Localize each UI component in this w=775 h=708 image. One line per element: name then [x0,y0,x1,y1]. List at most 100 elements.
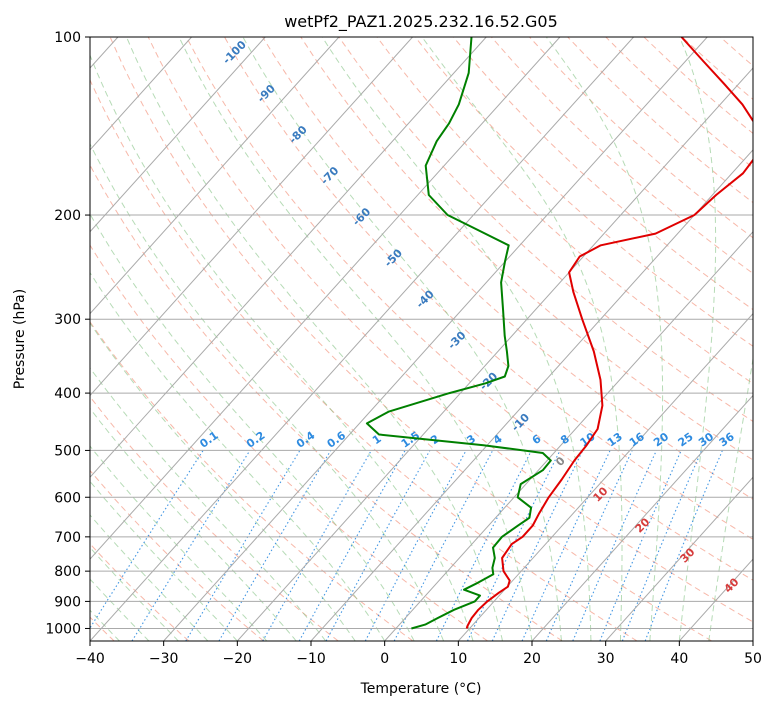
y-tick-label: 800 [54,564,81,580]
isotherm-gridline [457,312,753,641]
mixing-ratio-line [131,450,251,641]
dry-adiabat-line [90,164,563,641]
x-tick-label: 0 [380,651,389,667]
isotherm-gridline [90,37,266,233]
mixing-ratio-line [262,450,372,641]
dry-adiabat-label: -100 [220,38,249,67]
mixing-ratio-line [467,450,561,641]
isotherm-gridline [605,476,753,641]
x-tick-label: 50 [744,651,762,667]
moist-adiabat-line [421,37,623,641]
isotherm-gridline [384,230,753,641]
mixing-ratio-label: 0.1 [197,429,220,451]
dry-adiabat-line [262,37,753,500]
y-tick-label: 100 [54,30,81,46]
dry-adiabats [90,37,753,641]
x-tick-label: 20 [523,651,541,667]
x-axis-ticks: −40 −30 −20 −10 0 10 20 30 40 50 [75,641,762,667]
x-tick-label: 10 [449,651,467,667]
dry-adiabat-label: -50 [382,246,405,269]
mixing-ratio-label: 25 [676,430,696,449]
dry-adiabat-line [719,37,753,67]
moist-adiabat-line [178,37,533,641]
mixing-ratio-line [435,450,532,641]
dewpoint-profile-line [365,37,552,630]
dry-adiabat-line [567,37,753,204]
moist-adiabat-line [90,142,445,641]
isotherm-gridline [90,37,561,560]
plot-frame [89,36,754,642]
dry-adiabat-line [90,321,414,641]
y-tick-label: 400 [54,386,81,402]
moist-adiabat-line [90,514,209,641]
dry-adiabat-label: -10 [509,411,532,434]
moist-adiabat-line [321,37,592,641]
dry-adiabat-line [529,37,753,239]
dry-adiabat-line [376,37,753,385]
mixing-ratio-line [393,450,494,641]
moist-adiabat-line [708,355,753,641]
mixing-ratio-lines [90,450,723,641]
moist-adiabat-line [90,53,474,641]
mixing-ratio-label: 13 [605,430,625,449]
y-tick-label: 600 [54,490,81,506]
dry-adiabat-line [90,244,488,641]
moist-adiabat-label: 20 [633,515,653,535]
moist-adiabat-label: 30 [678,545,698,565]
mixing-ratio-label: 30 [696,430,716,450]
dry-adiabat-label: -90 [255,82,278,105]
isotherm-gridline [752,640,753,641]
dry-adiabat-label: -60 [350,205,373,228]
dry-adiabat-line [147,37,753,623]
moist-adiabat-line [90,322,356,641]
mixing-ratio-line [545,450,633,641]
dry-adiabat-label: -30 [445,328,468,351]
dry-adiabat-line [414,37,753,347]
moist-adiabat-label: 10 [591,484,611,504]
moist-adiabat-line [90,480,238,641]
y-tick-label: 300 [54,312,81,328]
dry-adiabat-line [109,37,712,641]
moist-adiabat-line [545,37,664,641]
mixing-ratio-line [644,450,723,641]
temperature-profile-line [465,37,753,629]
y-tick-label: 700 [54,530,81,546]
x-tick-label: −40 [75,651,105,667]
mixing-ratio-line [325,450,431,641]
dry-adiabat-line [491,37,753,275]
dry-adiabat-line [643,37,753,134]
moist-adiabat-line [90,271,386,641]
y-axis-label: Pressure (hPa) [12,289,28,389]
isotherm-gridline [90,37,192,151]
mixing-ratio-label: 16 [627,430,647,450]
chart-title: wetPf2_PAZ1.2025.232.16.52.G05 [284,12,558,32]
isotherm-gridline [90,37,340,315]
mixing-ratio-line [621,450,703,641]
mixing-ratio-line [491,450,584,641]
mixing-ratio-line [599,450,682,641]
dry-adiabat-line [90,469,264,641]
x-tick-label: 30 [597,651,615,667]
y-tick-label: 900 [54,594,81,610]
x-tick-label: −20 [223,651,253,667]
dry-adiabat-line [452,37,753,311]
dry-adiabat-line [90,395,339,641]
mixing-ratio-label: 0.4 [294,429,318,451]
mixing-ratio-line [90,450,204,630]
y-tick-label: 500 [54,443,81,459]
isobar-grid [90,37,753,629]
mixing-ratio-line [185,450,301,641]
isotherm-gridline [310,149,753,641]
isotherm-gridline [531,394,753,641]
moist-adiabats [90,37,753,641]
y-axis-ticks: 100 200 300 400 500 600 700 800 900 1000 [45,30,90,637]
moist-adiabat-line [90,407,297,641]
mixing-ratio-line [298,450,406,641]
y-tick-label: 200 [54,208,81,224]
dry-adiabat-line [90,543,190,641]
isotherm-grid [90,37,753,641]
dry-adiabat-label: -40 [414,287,437,310]
moist-adiabat-line [90,445,268,641]
mixing-ratio-label: 1.5 [399,429,422,451]
